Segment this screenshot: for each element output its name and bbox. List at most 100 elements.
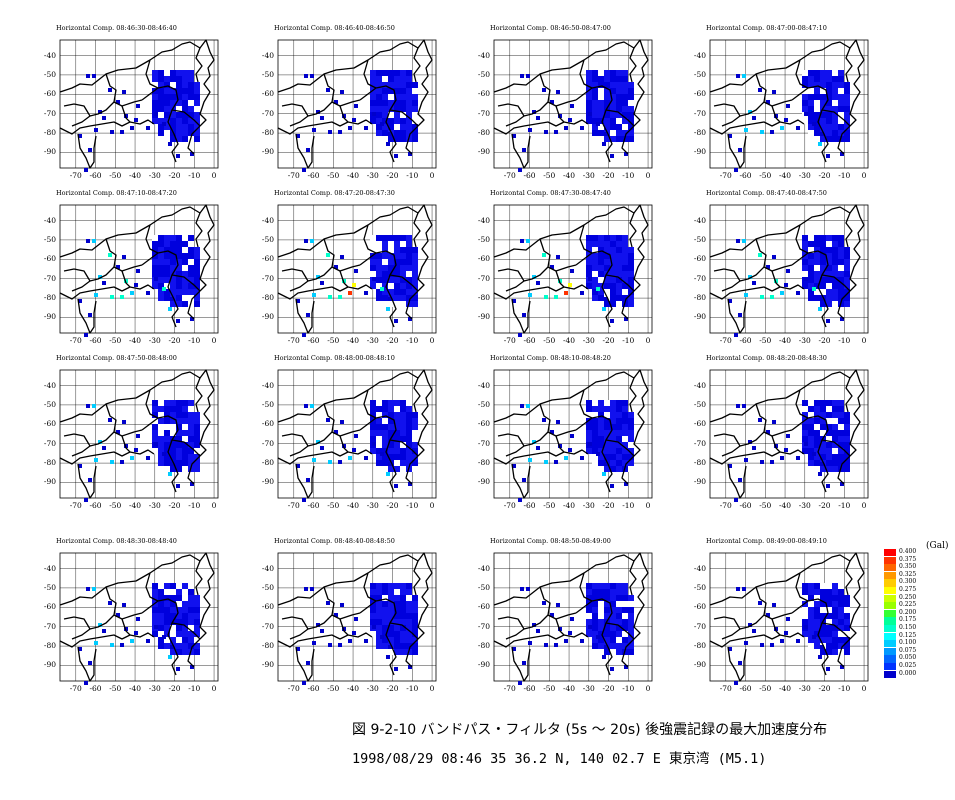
heat-cell [802, 448, 808, 454]
station-cell [760, 295, 764, 299]
heat-cell [592, 424, 598, 430]
heat-cell [586, 283, 592, 289]
heat-cell [382, 265, 388, 271]
heat-cell [376, 436, 382, 442]
y-tick-label: -70 [693, 438, 706, 448]
heat-cell [412, 625, 418, 631]
x-tick-label: -10 [188, 336, 201, 345]
station-cell [354, 617, 358, 621]
heat-cell [394, 295, 400, 301]
station-cell [526, 74, 530, 78]
heat-cell [412, 301, 418, 307]
legend-label: 0.150 [899, 624, 917, 631]
heat-cell [152, 100, 158, 106]
heat-cell [814, 607, 820, 613]
station-cell [820, 132, 824, 136]
map-plot [493, 552, 653, 685]
heat-cell [406, 418, 412, 424]
heat-cell [826, 442, 832, 448]
station-cell [604, 297, 608, 301]
heat-cell [832, 283, 838, 289]
heat-cell [188, 265, 194, 271]
heat-cell [170, 454, 176, 460]
station-cell [554, 295, 558, 299]
station-cell [770, 130, 774, 134]
heat-cell [376, 130, 382, 136]
heat-cell [176, 265, 182, 271]
heat-cell [388, 241, 394, 247]
heat-cell [598, 112, 604, 118]
x-tick-label: -50 [327, 171, 340, 180]
station-cell [780, 126, 784, 130]
x-tick-label: -70 [287, 336, 300, 345]
heat-cell [394, 70, 400, 76]
heat-cell [844, 412, 850, 418]
heat-cell [412, 271, 418, 277]
map-panel: Horizontal Comp. 08:46:30-08:46:40 -40 -50… [44, 24, 265, 190]
map-panel: Horizontal Comp. 08:47:20-08:47:30 -40 -50… [262, 189, 483, 355]
heat-cell [182, 289, 188, 295]
heat-cell [814, 130, 820, 136]
y-tick-label: -60 [477, 89, 490, 99]
heat-cell [400, 76, 406, 82]
heat-cell [622, 607, 628, 613]
heat-cell [164, 271, 170, 277]
heat-cell [628, 130, 634, 136]
heat-cell [838, 631, 844, 637]
heat-cell [394, 241, 400, 247]
heat-cell [826, 466, 832, 472]
heat-cell [592, 625, 598, 631]
heat-cell [388, 277, 394, 283]
heat-cell [370, 589, 376, 595]
heat-cell [164, 418, 170, 424]
heat-cell [382, 442, 388, 448]
heat-cell [394, 595, 400, 601]
station-cell [840, 152, 844, 156]
heat-cell [814, 283, 820, 289]
station-cell [570, 269, 574, 273]
heat-cell [406, 265, 412, 271]
heat-cell [838, 613, 844, 619]
heat-cell [412, 460, 418, 466]
station-cell [162, 287, 166, 291]
heat-cell [400, 613, 406, 619]
heat-cell [628, 595, 634, 601]
x-tick-label: -20 [168, 171, 181, 180]
heat-cell [376, 412, 382, 418]
station-cell [296, 647, 300, 651]
heat-cell [158, 406, 164, 412]
heat-cell [844, 136, 850, 142]
heat-cell [622, 253, 628, 259]
map-panel: Horizontal Comp. 08:48:30-08:48:40 -40 -50… [44, 537, 265, 703]
heat-cell [628, 631, 634, 637]
heat-cell [194, 295, 200, 301]
map-plot [277, 369, 437, 502]
heat-cell [814, 460, 820, 466]
heat-cell [388, 442, 394, 448]
heat-cell [394, 619, 400, 625]
heat-cell [826, 235, 832, 241]
heat-cell [176, 637, 182, 643]
heat-cell [622, 442, 628, 448]
heat-cell [370, 82, 376, 88]
station-cell [310, 404, 314, 408]
heat-cell [598, 124, 604, 130]
x-tick-label: -20 [602, 336, 615, 345]
heat-cell [406, 70, 412, 76]
heat-cell [188, 70, 194, 76]
heat-cell [176, 124, 182, 130]
heat-cell [616, 631, 622, 637]
heat-cell [164, 100, 170, 106]
heat-cell [598, 235, 604, 241]
heat-cell [592, 430, 598, 436]
heat-cell [388, 637, 394, 643]
heat-cell [592, 76, 598, 82]
heat-cell [388, 418, 394, 424]
heat-cell [376, 442, 382, 448]
heat-cell [586, 613, 592, 619]
heat-cell [826, 76, 832, 82]
station-cell [134, 118, 138, 122]
heat-cell [604, 631, 610, 637]
station-cell [728, 134, 732, 138]
heat-cell [808, 241, 814, 247]
